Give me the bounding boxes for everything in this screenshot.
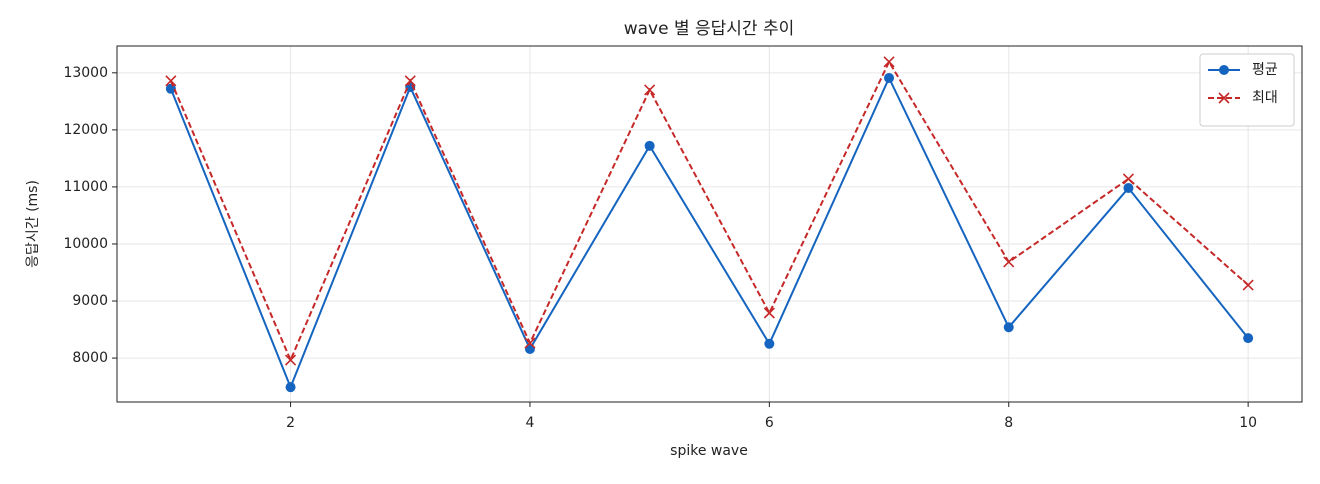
legend-label: 최대: [1252, 90, 1278, 106]
line: [169, 59, 1249, 363]
point: [1003, 322, 1014, 333]
x-axis-label: spike wave: [670, 443, 748, 459]
point: [1242, 279, 1254, 291]
x-tick-label: 2: [286, 415, 295, 431]
point: [1003, 256, 1015, 268]
point: [1243, 333, 1254, 344]
y-tick-label: 9000: [72, 293, 108, 309]
x-tick-label: 8: [1004, 415, 1013, 431]
line: [169, 75, 1249, 390]
point: [883, 56, 895, 68]
point: [284, 354, 297, 366]
point: [764, 338, 775, 349]
point: [644, 84, 656, 96]
y-tick-label: 13000: [63, 65, 108, 81]
point: [165, 75, 177, 87]
x-tick-label: 4: [525, 415, 534, 431]
point: [165, 83, 176, 94]
x-tick-label: 6: [765, 415, 774, 431]
plot-frame: [116, 45, 1303, 403]
y-tick-label: 8000: [72, 350, 108, 366]
y-tick-label: 12000: [63, 122, 108, 138]
y-tick-label: 10000: [63, 236, 108, 252]
point: [1123, 183, 1134, 194]
legend-box: [1199, 53, 1295, 127]
point: [1122, 173, 1135, 185]
chart-title: wave 별 응답시간 추이: [624, 19, 795, 39]
legend-marker: [1218, 92, 1230, 104]
legend-marker: [1219, 65, 1229, 75]
point: [763, 307, 775, 319]
point: [404, 75, 416, 87]
y-tick-label: 11000: [63, 179, 108, 195]
y-axis-label: 응답시간 (ms): [25, 180, 41, 268]
legend-label: 평균: [1252, 62, 1278, 78]
point: [644, 140, 655, 151]
x-tick-label: 10: [1239, 415, 1257, 431]
point: [884, 72, 895, 83]
point: [285, 382, 296, 393]
point: [524, 337, 536, 349]
